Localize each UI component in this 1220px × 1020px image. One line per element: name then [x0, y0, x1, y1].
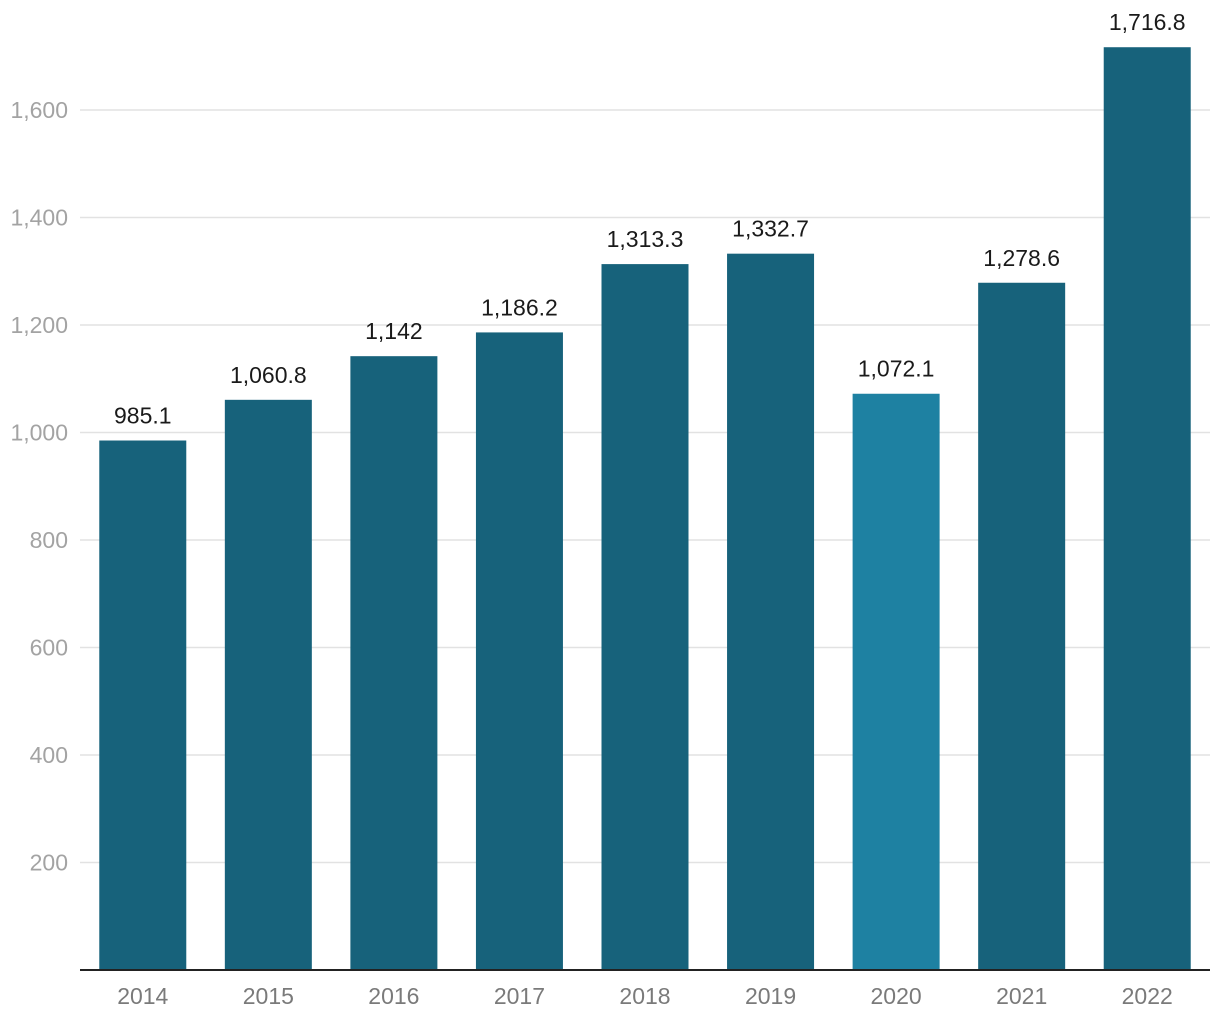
data-label-2018: 1,313.3: [607, 226, 684, 252]
y-tick-label: 800: [30, 527, 68, 553]
data-label-2019: 1,332.7: [732, 216, 809, 242]
y-tick-label: 200: [30, 850, 68, 876]
bar-2021: [978, 282, 1066, 970]
x-tick-label-2022: 2022: [1122, 983, 1173, 1009]
bar-2020: [852, 393, 940, 971]
bar-2014: [99, 440, 187, 970]
y-tick-label: 600: [30, 635, 68, 661]
x-tick-label-2015: 2015: [243, 983, 294, 1009]
x-tick-label-2019: 2019: [745, 983, 796, 1009]
bar-2016: [350, 356, 438, 970]
data-labels: 985.1 1,060.8 1,142 1,186.2 1,313.3 1,332.7 1,…: [114, 9, 1186, 428]
data-label-2014: 985.1: [114, 403, 172, 429]
data-label-2017: 1,186.2: [481, 294, 558, 320]
x-tick-label-2017: 2017: [494, 983, 545, 1009]
bar-2018: [601, 264, 689, 970]
y-tick-label: 1,000: [10, 420, 68, 446]
data-label-2022: 1,716.8: [1109, 9, 1186, 35]
y-tick-label: 1,400: [10, 205, 68, 231]
bar-2015: [224, 399, 312, 970]
x-axis-ticks: 2014 2015 2016 2017 2018 2019 2020 2021 2022: [117, 983, 1173, 1009]
y-axis-ticks: 200 400 600 800 1,000 1,200 1,400 1,600: [10, 97, 68, 876]
data-label-2015: 1,060.8: [230, 362, 307, 388]
x-tick-label-2020: 2020: [871, 983, 922, 1009]
bar-2017: [475, 332, 563, 971]
data-label-2020: 1,072.1: [858, 356, 935, 382]
y-tick-label: 1,200: [10, 312, 68, 338]
bar-2022: [1103, 47, 1191, 971]
y-tick-label: 1,600: [10, 97, 68, 123]
bar-2019: [727, 253, 815, 970]
data-label-2016: 1,142: [365, 318, 423, 344]
y-tick-label: 400: [30, 742, 68, 768]
x-tick-label-2018: 2018: [619, 983, 670, 1009]
bars: [99, 47, 1191, 971]
data-label-2021: 1,278.6: [983, 245, 1060, 271]
x-tick-label-2014: 2014: [117, 983, 168, 1009]
x-tick-label-2016: 2016: [368, 983, 419, 1009]
x-tick-label-2021: 2021: [996, 983, 1047, 1009]
